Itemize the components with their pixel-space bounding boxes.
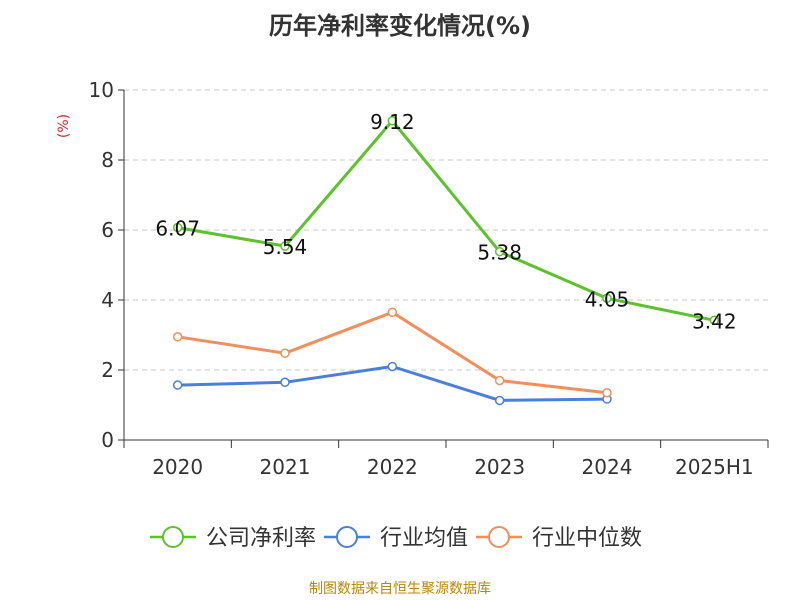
y-tick-label: 8: [101, 148, 114, 172]
data-point: [709, 315, 720, 326]
data-point: [280, 241, 290, 251]
data-label: 4.05: [585, 287, 630, 311]
data-point: [280, 348, 290, 358]
data-labels: 6.07 5.54 9.12 5.38 4.05 3.42: [155, 110, 736, 333]
legend-item-1: 行业均值: [324, 526, 468, 551]
data-label: 3.42: [692, 309, 737, 333]
x-tick-label: 2024: [582, 455, 633, 479]
data-point: [494, 375, 505, 386]
data-label: 9.12: [370, 110, 415, 134]
data-point: [280, 377, 290, 387]
y-tick-label: 10: [89, 78, 114, 102]
legend-swatch-marker: [162, 526, 184, 548]
legend-swatch-marker: [336, 526, 358, 548]
y-axis-unit-label: (%): [56, 114, 72, 138]
data-label: 6.07: [155, 217, 200, 241]
legend-swatch-marker: [488, 526, 510, 548]
x-tick-label: 2020: [152, 455, 203, 479]
y-tick-label: 6: [101, 218, 114, 242]
legend-label: 行业中位数: [532, 526, 642, 551]
legend-item-0: 公司净利率: [150, 526, 316, 551]
axes: 0 2 4 6 8 10 2020 2021 2022 2023 2024 2025H1: [89, 78, 769, 479]
data-point: [494, 395, 505, 406]
legend-label: 公司净利率: [206, 526, 316, 551]
data-point: [602, 388, 612, 398]
series-line-1: [177, 365, 608, 402]
data-point: [494, 246, 505, 257]
grid-lines: [124, 89, 768, 371]
series-line-0: [177, 119, 715, 322]
x-tick-label: 2025H1: [675, 455, 754, 479]
source-note: 制图数据来自恒生聚源数据库: [309, 581, 491, 597]
legend: 公司净利率 行业均值 行业中位数: [150, 526, 642, 551]
chart-title: 历年净利率变化情况(%): [269, 12, 531, 40]
data-point: [602, 293, 612, 303]
data-point: [387, 361, 398, 372]
legend-label: 行业均值: [380, 526, 468, 551]
data-point: [387, 116, 398, 126]
series-line-2: [177, 310, 608, 395]
y-tick-label: 2: [101, 358, 114, 382]
data-label: 5.38: [477, 241, 522, 265]
data-point: [172, 380, 183, 390]
data-point: [172, 332, 183, 342]
x-tick-label: 2022: [367, 455, 418, 479]
x-tick-label: 2021: [260, 455, 311, 479]
y-tick-label: 4: [101, 288, 114, 312]
y-tick-label: 0: [101, 428, 114, 452]
data-label: 5.54: [263, 235, 308, 259]
data-point: [387, 307, 398, 317]
data-point: [172, 222, 183, 233]
x-tick-label: 2023: [474, 455, 525, 479]
legend-item-2: 行业中位数: [476, 526, 642, 551]
series: [172, 116, 720, 406]
